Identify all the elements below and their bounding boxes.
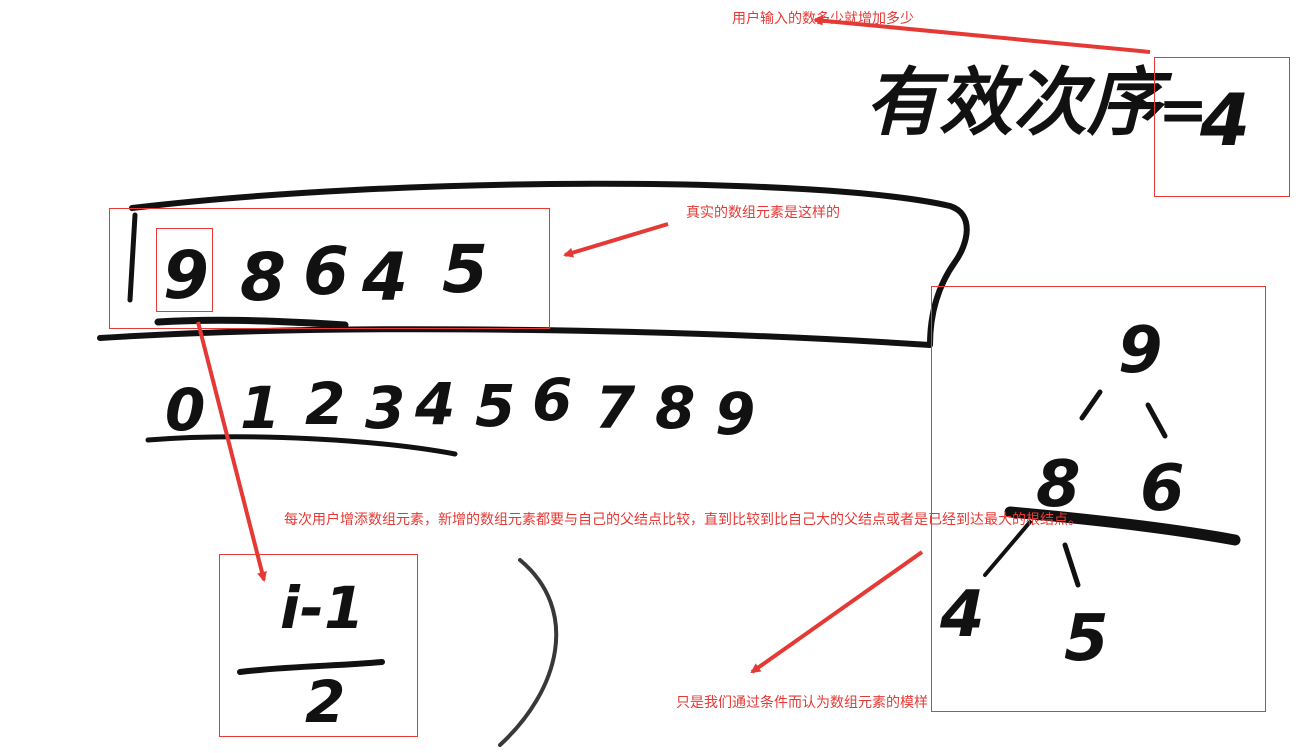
formula-fraction-bar (237, 659, 385, 675)
tree-edge-left-left (983, 520, 1032, 577)
indices-group: 0 1 2 3 4 5 6 7 8 9 (165, 366, 755, 448)
root-element-highlight-box (156, 228, 213, 312)
arrow-to-tree (750, 550, 924, 674)
array-value: 9 (163, 237, 209, 314)
tree-node-left-left: 4 (939, 578, 985, 652)
tree-node-right: 6 (1140, 452, 1185, 526)
index-label: 0 (165, 376, 205, 444)
array-values-group: 9 8 6 4 5 (163, 231, 488, 316)
index-label: 1 (240, 374, 280, 442)
valid-equals-text: = (1158, 75, 1208, 145)
real-array-highlight-box (109, 208, 550, 329)
conceptual-tree-note: 只是我们通过条件而认为数组元素的模样 (676, 695, 928, 711)
formula-denominator: 2 (305, 668, 345, 736)
array-value: 6 (303, 233, 349, 310)
tree-heavy-stroke (1004, 506, 1241, 546)
index-label: 2 (305, 370, 345, 438)
real-array-note: 真实的数组元素是这样的 (686, 205, 840, 221)
array-value: 4 (361, 239, 408, 316)
index-label: 6 (532, 366, 572, 434)
index-label: 4 (414, 370, 455, 438)
index-label: 7 (595, 374, 636, 442)
index-label: 9 (715, 380, 755, 448)
array-left-bar-stroke (127, 212, 138, 303)
valid-label-text: 有效次序 (865, 60, 1173, 146)
arrow-to-formula (196, 321, 267, 582)
arrow-to-real-array (563, 222, 669, 258)
formula-numerator: i-1 (280, 574, 364, 642)
parent-formula-highlight-box (219, 554, 418, 737)
index-label: 3 (365, 374, 405, 442)
array-container-stroke (97, 180, 970, 348)
heap-tree-group: 9 8 6 4 5 (939, 314, 1185, 676)
heap-rule-note: 每次用户增添数组元素，新增的数组元素都要与自己的父结点比较，直到比较到比自己大的… (284, 512, 1082, 528)
heap-tree-highlight-box (931, 286, 1266, 712)
array-value: 5 (442, 231, 488, 308)
valid-count-highlight-box (1154, 57, 1290, 197)
tree-edge-root-left (1079, 389, 1103, 421)
array-underline-stroke (154, 316, 349, 329)
valid-count-text: 4 (1199, 78, 1250, 162)
tree-node-left: 8 (1036, 448, 1081, 522)
tree-node-root: 9 (1118, 314, 1163, 388)
array-value: 8 (240, 239, 286, 316)
faint-scribble (498, 558, 559, 747)
index-label: 5 (475, 372, 515, 440)
indices-underline-stroke (145, 434, 458, 457)
tree-node-left-right: 5 (1064, 602, 1109, 676)
index-label: 8 (655, 374, 695, 442)
arrow-to-user-input-note (813, 15, 1151, 54)
tree-edge-left-right (1062, 542, 1081, 588)
user-input-note: 用户输入的数多少就增加多少 (732, 11, 914, 27)
tree-edge-root-right (1145, 402, 1168, 439)
